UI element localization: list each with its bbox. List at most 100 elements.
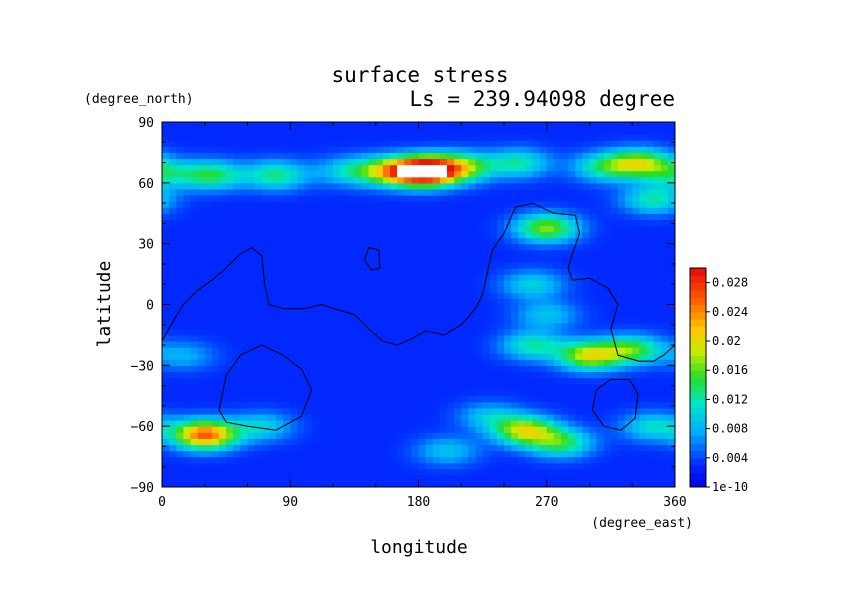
heatmap-cell xyxy=(211,444,220,452)
heatmap-cell xyxy=(176,176,184,184)
heatmap-cell xyxy=(304,316,313,324)
heatmap-cell xyxy=(297,164,306,172)
heatmap-cell xyxy=(404,128,412,135)
heatmap-cell xyxy=(311,146,320,154)
heatmap-cell xyxy=(575,140,583,147)
heatmap-cell xyxy=(575,219,583,227)
heatmap-cell xyxy=(169,341,177,348)
heatmap-cell xyxy=(390,280,398,287)
heatmap-cell xyxy=(197,480,206,487)
heatmap-cell xyxy=(660,365,669,373)
heatmap-cell xyxy=(183,158,192,166)
heatmap-cell xyxy=(340,152,348,160)
heatmap-cell xyxy=(482,407,491,415)
heatmap-cell xyxy=(461,243,469,251)
heatmap-cell xyxy=(667,334,675,342)
heatmap-cell xyxy=(632,480,640,487)
heatmap-cell xyxy=(347,128,355,135)
heatmap-cell xyxy=(418,414,427,421)
heatmap-cell xyxy=(646,231,655,239)
heatmap-cell xyxy=(390,383,398,391)
heatmap-cell xyxy=(354,243,363,251)
heatmap-cell xyxy=(347,164,355,172)
heatmap-cell xyxy=(625,444,633,452)
heatmap-cell xyxy=(297,182,306,190)
heatmap-cell xyxy=(226,128,234,135)
heatmap-cell xyxy=(618,292,626,300)
heatmap-cell xyxy=(268,280,277,287)
heatmap-cell xyxy=(197,383,206,391)
heatmap-cell xyxy=(632,122,640,129)
heatmap-cell xyxy=(340,420,348,427)
heatmap-cell xyxy=(411,304,420,312)
heatmap-cell xyxy=(418,298,427,306)
heatmap-cell xyxy=(447,140,455,147)
heatmap-cell xyxy=(660,292,669,300)
heatmap-cell xyxy=(632,128,640,135)
heatmap-cell xyxy=(660,243,669,251)
heatmap-cell xyxy=(261,261,270,269)
heatmap-cell xyxy=(653,219,662,227)
heatmap-cell xyxy=(475,158,484,166)
heatmap-cell xyxy=(318,371,327,379)
heatmap-cell xyxy=(489,280,498,287)
heatmap-cell xyxy=(226,432,234,439)
heatmap-cell xyxy=(340,450,348,458)
heatmap-cell xyxy=(618,456,626,464)
heatmap-cell xyxy=(461,201,469,208)
heatmap-cell xyxy=(639,298,648,306)
heatmap-cell xyxy=(525,182,534,190)
heatmap-cell xyxy=(610,152,619,160)
heatmap-cell xyxy=(610,292,619,300)
heatmap-cell xyxy=(525,128,534,135)
heatmap-cell xyxy=(354,237,363,245)
heatmap-cell xyxy=(589,414,598,421)
heatmap-cell xyxy=(504,128,512,135)
heatmap-cell xyxy=(390,389,398,397)
heatmap-cell xyxy=(211,359,220,366)
heatmap-cell xyxy=(432,213,441,220)
heatmap-cell xyxy=(511,377,519,385)
heatmap-cell xyxy=(340,328,348,336)
heatmap-cell xyxy=(219,310,227,318)
heatmap-cell xyxy=(297,474,306,482)
y-tick-label: −60 xyxy=(131,420,154,435)
heatmap-cell xyxy=(618,389,626,397)
heatmap-cell xyxy=(561,219,569,227)
heatmap-cell xyxy=(575,280,583,287)
heatmap-cell xyxy=(468,152,477,160)
heatmap-cell xyxy=(660,158,669,166)
heatmap-cell xyxy=(646,122,655,129)
heatmap-cell xyxy=(219,328,227,336)
heatmap-cell xyxy=(382,462,391,470)
heatmap-cell xyxy=(646,286,655,293)
heatmap-cell xyxy=(290,304,298,312)
heatmap-cell xyxy=(190,401,199,409)
heatmap-cell xyxy=(618,213,626,220)
heatmap-cell xyxy=(311,462,320,470)
heatmap-cell xyxy=(468,310,477,318)
heatmap-cell xyxy=(454,414,462,421)
heatmap-cell xyxy=(568,219,576,227)
heatmap-cell xyxy=(368,292,377,300)
heatmap-cell xyxy=(197,377,206,385)
heatmap-cell xyxy=(261,213,270,220)
heatmap-cell xyxy=(589,480,598,487)
heatmap-cell xyxy=(425,261,434,269)
heatmap-cell xyxy=(468,195,477,202)
heatmap-cell xyxy=(211,316,220,324)
heatmap-cell xyxy=(539,225,548,233)
heatmap-cell xyxy=(589,122,598,129)
heatmap-cell xyxy=(404,444,412,452)
heatmap-cell xyxy=(667,152,675,160)
heatmap-cell xyxy=(653,316,662,324)
heatmap-cell xyxy=(197,134,206,141)
heatmap-cell xyxy=(625,158,633,166)
heatmap-cell xyxy=(525,401,534,409)
heatmap-cell xyxy=(240,468,249,476)
heatmap-cell xyxy=(482,201,491,208)
heatmap-cell xyxy=(240,371,249,379)
heatmap-cell xyxy=(219,432,227,439)
heatmap-cell xyxy=(454,219,462,227)
heatmap-cell xyxy=(404,122,412,129)
